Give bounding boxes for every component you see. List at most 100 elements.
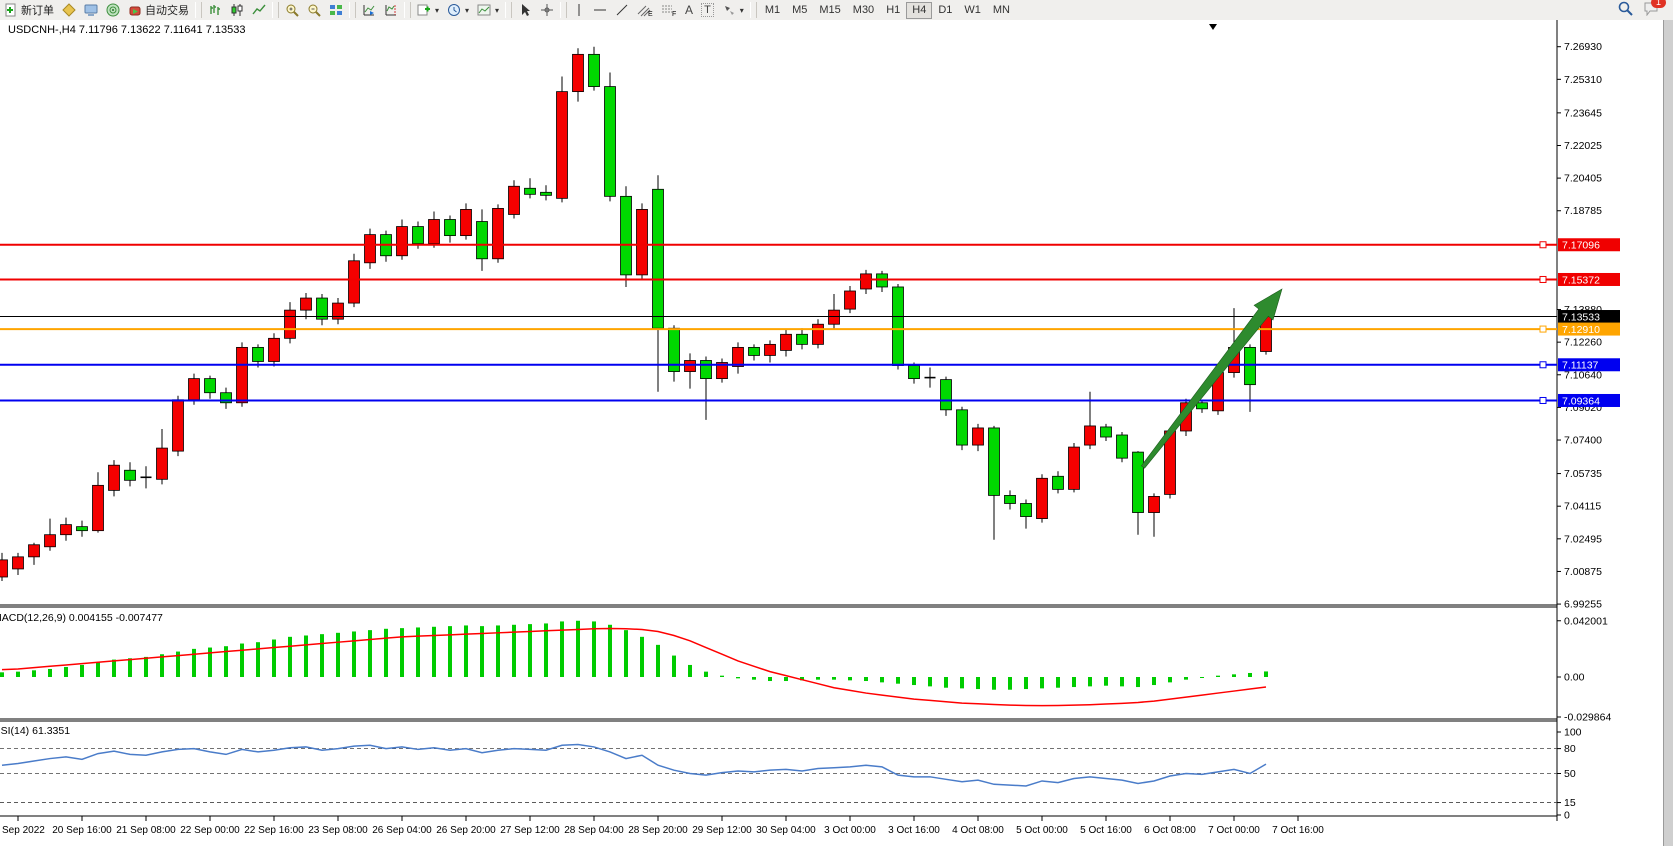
toolbar-separator	[349, 2, 356, 18]
dropdown-caret-icon: ▾	[435, 5, 440, 15]
metaeditor-button[interactable]	[58, 1, 80, 19]
toolbar-separator	[195, 2, 202, 18]
time-axis-label: 21 Sep 08:00	[116, 825, 176, 836]
new-order-button[interactable]: 新订单	[0, 1, 58, 19]
fibonacci-button[interactable]: F	[657, 1, 681, 19]
timeframe-m5-button[interactable]: M5	[792, 3, 808, 16]
periods-button[interactable]: ▾	[443, 1, 473, 19]
terminal-icon	[84, 3, 98, 17]
line-chart-button[interactable]	[248, 1, 270, 19]
toolbar-separator	[272, 2, 279, 18]
rsi-axis-label: 100	[1564, 727, 1582, 739]
templates-icon	[477, 3, 491, 17]
chat-button[interactable]: 1	[1643, 0, 1666, 19]
dropdown-caret-icon: ▾	[739, 5, 744, 15]
timeframe-w1-button[interactable]: W1	[964, 3, 981, 16]
time-axis-label: 28 Sep 04:00	[564, 825, 624, 836]
price-line-label: 7.09364	[1562, 395, 1600, 407]
indicators-button[interactable]: ▾	[413, 1, 443, 19]
chart-shift-icon	[384, 3, 398, 17]
candlestick-chart-icon	[230, 3, 244, 17]
time-axis-label: 30 Sep 04:00	[756, 825, 816, 836]
rsi-axis-label: 0	[1564, 810, 1570, 822]
time-axis-label: 5 Oct 00:00	[1016, 825, 1068, 836]
cursor-button[interactable]	[514, 1, 536, 19]
arrows-button[interactable]: ▾	[718, 1, 748, 19]
zoom-in-button[interactable]	[281, 1, 303, 19]
timeframe-h4-button[interactable]: H4	[906, 1, 933, 19]
time-axis-label: Sep 2022	[2, 825, 45, 836]
toolbar-separator	[560, 2, 568, 18]
macd-axis-label: -0.029864	[1564, 711, 1611, 723]
dropdown-caret-icon: ▾	[495, 5, 500, 15]
periods-clock-icon	[447, 3, 461, 17]
tile-windows-button[interactable]	[325, 1, 347, 19]
trendline-button[interactable]	[611, 1, 633, 19]
autotrading-label: 自动交易	[145, 5, 189, 17]
time-axis-label: 22 Sep 16:00	[244, 825, 304, 836]
text-label-button[interactable]: T	[697, 1, 718, 19]
terminal-button[interactable]	[80, 1, 102, 19]
chart-window[interactable]: 7.26930 7.25310 7.23645 7.22025 7.20405 7.187…	[0, 20, 1673, 846]
cursor-icon	[518, 3, 532, 17]
crosshair-button[interactable]	[536, 1, 558, 19]
equidistant-channel-button[interactable]: E	[633, 1, 657, 19]
price-axis-label: 7.04115	[1564, 501, 1601, 513]
macd-axis-label: 0.00	[1564, 672, 1585, 684]
chart-shift-button[interactable]	[380, 1, 402, 19]
svg-text:E: E	[648, 11, 653, 17]
price-axis-label: 7.05735	[1564, 468, 1602, 480]
zoom-in-icon	[285, 3, 299, 17]
price-line-label: 7.15372	[1562, 274, 1600, 286]
search-icon[interactable]	[1618, 1, 1633, 19]
zoom-out-button[interactable]	[303, 1, 325, 19]
timeframe-m30-button[interactable]: M30	[852, 3, 875, 16]
autotrading-button[interactable]: 自动交易	[124, 1, 193, 19]
timeframe-mn-button[interactable]: MN	[992, 3, 1010, 16]
time-axis-label: 22 Sep 00:00	[180, 825, 240, 836]
chat-badge: 1	[1651, 0, 1666, 8]
auto-scroll-button[interactable]	[358, 1, 380, 19]
timeframe-h1-button[interactable]: H1	[886, 3, 901, 16]
price-axis-label: 7.20405	[1564, 173, 1602, 185]
window-edge-strip	[1663, 20, 1673, 846]
toolbar-separator	[505, 2, 513, 18]
time-axis-label: 26 Sep 20:00	[436, 825, 496, 836]
timeframe-d1-button[interactable]: D1	[938, 3, 953, 16]
toolbar-separator	[404, 2, 411, 18]
rsi-axis-label: 15	[1564, 797, 1576, 809]
timeframe-m15-button[interactable]: M15	[819, 3, 841, 16]
vertical-line-icon	[573, 3, 585, 17]
timeframe-group: M1 M5 M15 M30 H1 H4 D1 W1 MN	[759, 0, 1016, 20]
price-chart-canvas[interactable]: 7.26930 7.25310 7.23645 7.22025 7.20405 7.187…	[0, 20, 1673, 846]
svg-text:F: F	[672, 11, 676, 17]
trendline-icon	[615, 3, 629, 17]
time-axis-label: 7 Oct 00:00	[1208, 825, 1260, 836]
price-axis-label: 7.07400	[1564, 435, 1602, 447]
text-button[interactable]: A	[681, 1, 697, 19]
price-axis-label: 7.26930	[1564, 41, 1602, 53]
metaeditor-icon	[62, 3, 76, 17]
price-line-label: 7.12910	[1562, 324, 1600, 336]
timeframe-m1-button[interactable]: M1	[764, 3, 781, 16]
horizontal-line-button[interactable]	[589, 1, 611, 19]
rsi-indicator-label: RSI(14) 61.3351	[0, 725, 71, 737]
price-line-label: 7.17096	[1562, 240, 1600, 252]
text-icon: A	[685, 3, 694, 17]
price-axis-label: 7.25310	[1564, 74, 1602, 86]
time-axis-label: 5 Oct 16:00	[1080, 825, 1132, 836]
vertical-line-button[interactable]	[569, 1, 589, 19]
chart-title: USDCNH-,H4 7.11796 7.13622 7.11641 7.135…	[8, 24, 246, 36]
zoom-out-icon	[307, 3, 321, 17]
strategy-tester-button[interactable]	[102, 1, 124, 19]
templates-button[interactable]: ▾	[473, 1, 503, 19]
time-axis-label: 7 Oct 16:00	[1272, 825, 1324, 836]
new-order-icon	[4, 3, 18, 17]
tile-windows-icon	[329, 3, 343, 17]
price-line-label: 7.11137	[1562, 360, 1599, 372]
bar-chart-button[interactable]	[204, 1, 226, 19]
candlestick-chart-button[interactable]	[226, 1, 248, 19]
dropdown-caret-icon: ▾	[465, 5, 470, 15]
time-axis-label: 27 Sep 12:00	[500, 825, 560, 836]
text-label-icon: T	[701, 3, 714, 17]
